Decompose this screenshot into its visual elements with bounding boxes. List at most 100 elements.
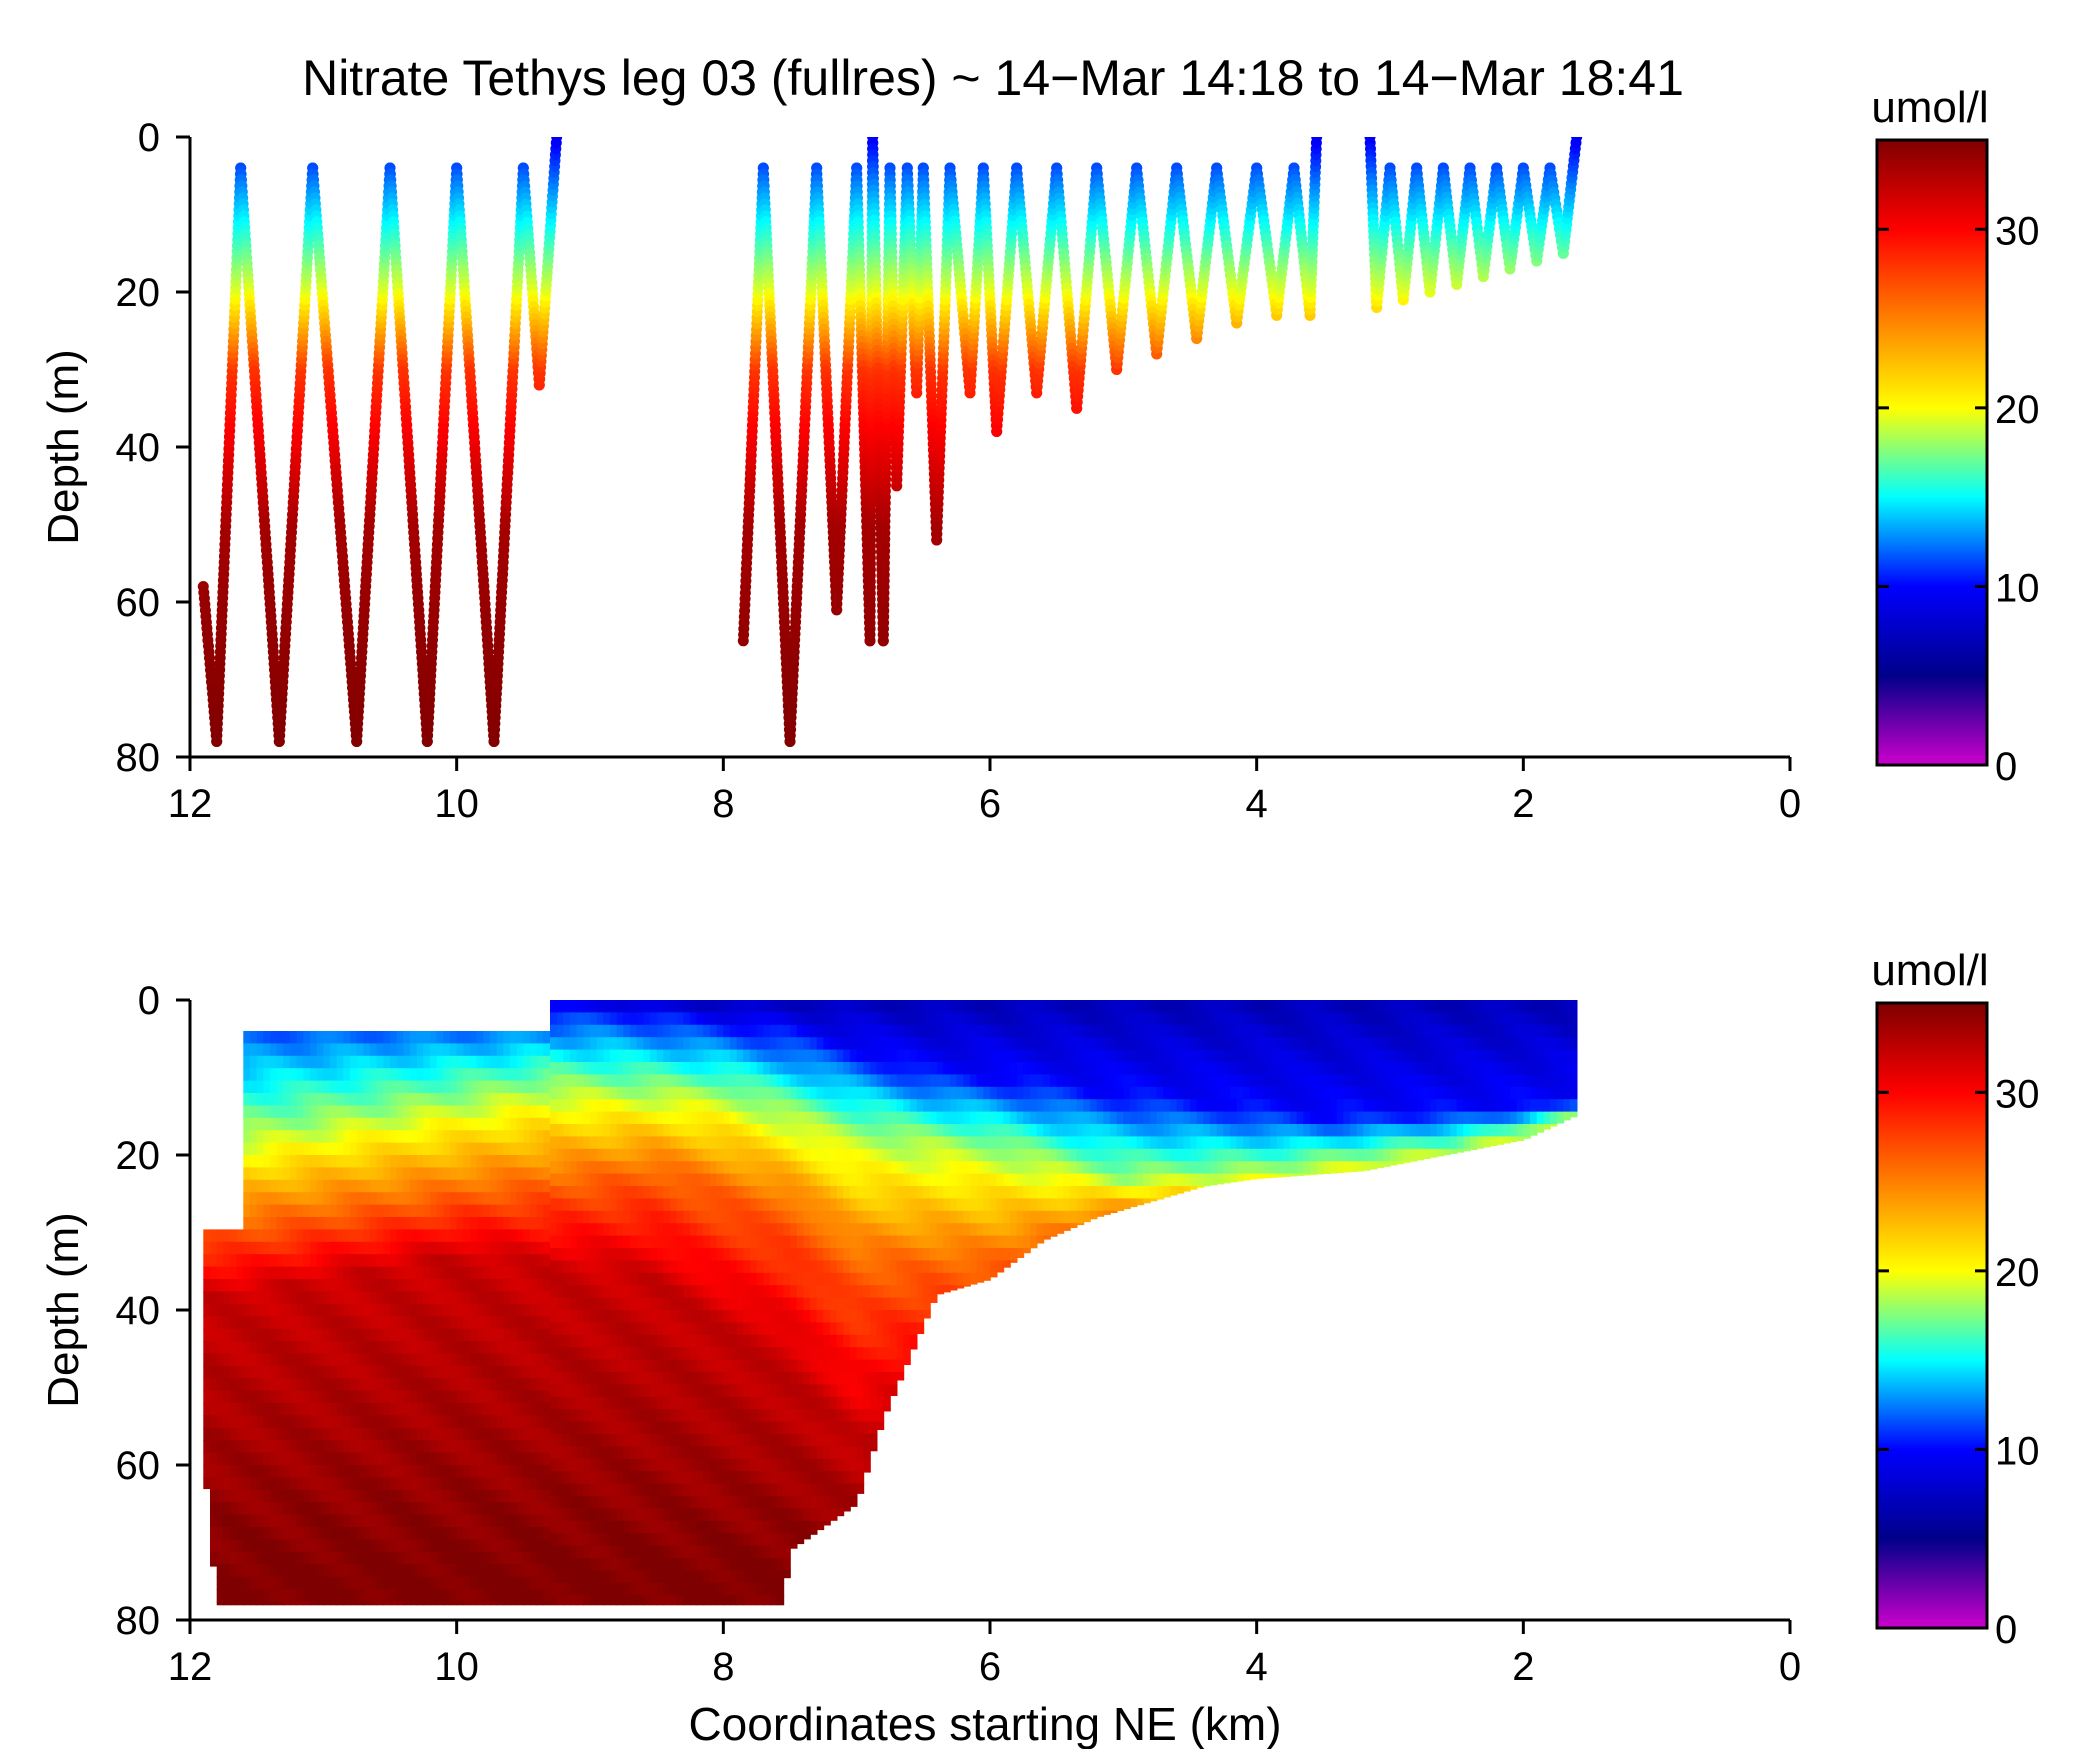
heatmap-cell <box>216 1601 225 1606</box>
heatmap-cell <box>270 1291 278 1305</box>
heatmap-cell <box>270 1489 278 1503</box>
heatmap-cell <box>223 1303 231 1317</box>
heatmap-cell <box>330 1328 338 1342</box>
heatmap-cell <box>383 1155 391 1169</box>
heatmap-cell <box>416 1080 425 1094</box>
heatmap-cell <box>403 1155 411 1169</box>
heatmap-cell <box>350 1303 358 1317</box>
heatmap-cell <box>450 1527 458 1541</box>
heatmap-cell <box>216 1589 225 1603</box>
heatmap-cell <box>276 1167 285 1181</box>
heatmap-cell <box>210 1489 218 1503</box>
heatmap-cell <box>396 1266 405 1280</box>
heatmap-cell <box>343 1291 351 1305</box>
heatmap-cell <box>290 1576 298 1590</box>
heatmap-cell <box>263 1539 271 1553</box>
heatmap-cell <box>236 1427 245 1441</box>
heatmap-cell <box>310 1241 318 1255</box>
heatmap-cell <box>463 1105 471 1119</box>
heatmap-cell <box>290 1043 298 1057</box>
heatmap-cell <box>270 1440 278 1454</box>
heatmap-cell <box>263 1551 271 1565</box>
heatmap-cell <box>256 1055 265 1069</box>
heatmap-cell <box>470 1527 478 1541</box>
heatmap-cell <box>376 1415 385 1429</box>
heatmap-cell <box>443 1291 451 1305</box>
heatmap-cell <box>383 1378 391 1392</box>
heatmap-cell <box>303 1489 311 1503</box>
heatmap-cell <box>310 1551 318 1565</box>
heatmap-cell <box>310 1427 318 1441</box>
heatmap-cell <box>376 1341 385 1355</box>
heatmap-cell <box>423 1117 431 1131</box>
heatmap-cell <box>430 1204 438 1218</box>
heatmap-cell <box>383 1539 391 1553</box>
y-tick-label: 40 <box>116 426 161 470</box>
heatmap-cell <box>310 1539 318 1553</box>
heatmap-cell <box>283 1105 291 1119</box>
heatmap-cell <box>403 1192 411 1206</box>
heatmap-cell <box>390 1192 398 1206</box>
heatmap-cell <box>243 1477 251 1491</box>
heatmap-cell <box>383 1452 391 1466</box>
heatmap-cell <box>403 1589 411 1603</box>
heatmap-cell <box>370 1502 378 1516</box>
heatmap-cell <box>203 1353 211 1367</box>
heatmap-cell <box>223 1415 231 1429</box>
heatmap-cell <box>256 1266 265 1280</box>
heatmap-cell <box>396 1167 405 1181</box>
heatmap-cell <box>410 1502 418 1516</box>
heatmap-cell <box>356 1452 365 1466</box>
heatmap-cell <box>363 1142 371 1156</box>
heatmap-cell <box>383 1514 391 1528</box>
heatmap-cell <box>256 1353 265 1367</box>
heatmap-cell <box>356 1465 365 1479</box>
top-y-axis-label: Depth (m) <box>39 349 88 545</box>
heatmap-cell <box>410 1105 418 1119</box>
heatmap-cell <box>223 1527 231 1541</box>
heatmap-cell <box>303 1539 311 1553</box>
heatmap-cell <box>450 1080 458 1094</box>
heatmap-cell <box>476 1365 485 1379</box>
heatmap-cell <box>296 1477 305 1491</box>
heatmap-cell <box>283 1167 291 1181</box>
heatmap-cell <box>350 1390 358 1404</box>
heatmap-cell <box>216 1279 225 1293</box>
heatmap-cell <box>203 1378 211 1392</box>
heatmap-cell <box>290 1179 298 1193</box>
heatmap-cell <box>423 1539 431 1553</box>
heatmap-cell <box>476 1130 485 1144</box>
heatmap-cell <box>396 1142 405 1156</box>
heatmap-cell <box>410 1093 418 1107</box>
heatmap-cell <box>256 1514 265 1528</box>
heatmap-cell <box>256 1167 265 1181</box>
heatmap-cell <box>256 1564 265 1578</box>
heatmap-cell <box>243 1576 251 1590</box>
heatmap-cell <box>383 1328 391 1342</box>
heatmap-cell <box>396 1477 405 1491</box>
heatmap-cell <box>383 1192 391 1206</box>
heatmap-cell <box>370 1427 378 1441</box>
heatmap-cell <box>423 1303 431 1317</box>
heatmap-cell <box>376 1142 385 1156</box>
heatmap-cell <box>216 1316 225 1330</box>
heatmap-cell <box>263 1465 271 1479</box>
heatmap-cell <box>303 1279 311 1293</box>
heatmap-cell <box>296 1080 305 1094</box>
heatmap-cell <box>403 1142 411 1156</box>
heatmap-cell <box>256 1465 265 1479</box>
heatmap-cell <box>423 1279 431 1293</box>
heatmap-cell <box>303 1254 311 1268</box>
heatmap-cell <box>296 1440 305 1454</box>
heatmap-cell <box>350 1477 358 1491</box>
heatmap-cell <box>410 1452 418 1466</box>
heatmap-cell <box>263 1043 271 1057</box>
heatmap-cell <box>210 1291 218 1305</box>
heatmap-cell <box>483 1068 491 1082</box>
heatmap-cell <box>356 1167 365 1181</box>
heatmap-cell <box>330 1241 338 1255</box>
heatmap-cell <box>403 1204 411 1218</box>
heatmap-cell <box>390 1427 398 1441</box>
heatmap-cell <box>350 1204 358 1218</box>
heatmap-cell <box>250 1254 258 1268</box>
